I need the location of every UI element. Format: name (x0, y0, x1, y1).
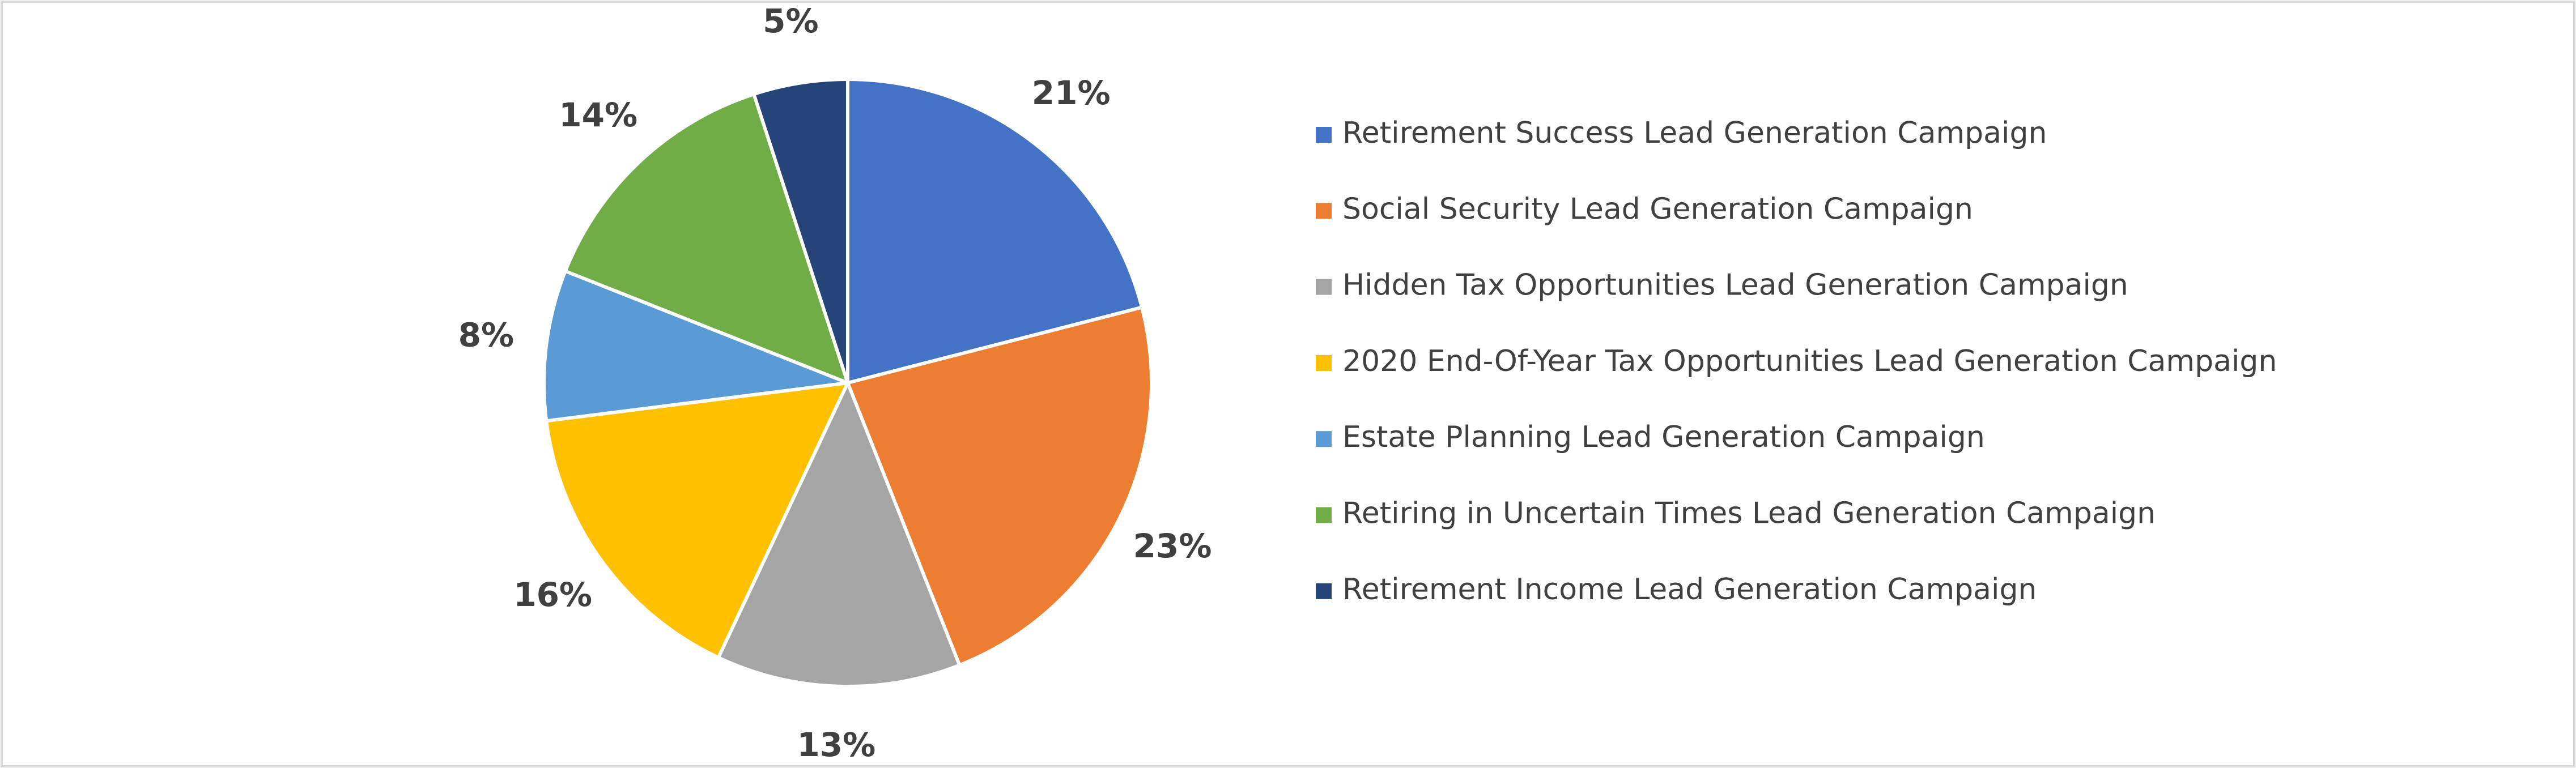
legend-label: Retirement Success Lead Generation Campa… (1342, 116, 2047, 150)
data-label: 14% (559, 96, 637, 134)
pie-slice (716, 378, 962, 688)
pie-slice (544, 381, 851, 660)
legend-marker (1316, 355, 1332, 371)
data-label: 8% (458, 315, 514, 354)
legend-marker (1316, 203, 1332, 219)
legend-marker (1316, 431, 1332, 447)
legend-label: Retirement Income Lead Generation Campai… (1342, 573, 2037, 607)
legend-label: Social Security Lead Generation Campaign (1342, 192, 1973, 226)
data-label: 5% (763, 2, 818, 40)
data-label: 16% (513, 575, 592, 614)
legend-marker (1316, 507, 1332, 523)
legend-label: Retiring in Uncertain Times Lead Generat… (1342, 497, 2156, 531)
data-label: 13% (797, 726, 875, 764)
legend-marker (1316, 127, 1332, 143)
legend-label: 2020 End-Of-Year Tax Opportunities Lead … (1342, 344, 2277, 378)
data-label: 21% (1032, 74, 1111, 112)
legend-label: Hidden Tax Opportunities Lead Generation… (1342, 268, 2128, 302)
pie-slice (751, 77, 849, 383)
pie-slice (542, 268, 849, 423)
pie-slice (846, 77, 1144, 385)
data-label: 23% (1133, 527, 1212, 565)
pie-slice (845, 305, 1153, 668)
legend-label: Estate Planning Lead Generation Campaign (1342, 420, 1985, 454)
legend-marker (1316, 583, 1332, 599)
legend-marker (1316, 279, 1332, 295)
